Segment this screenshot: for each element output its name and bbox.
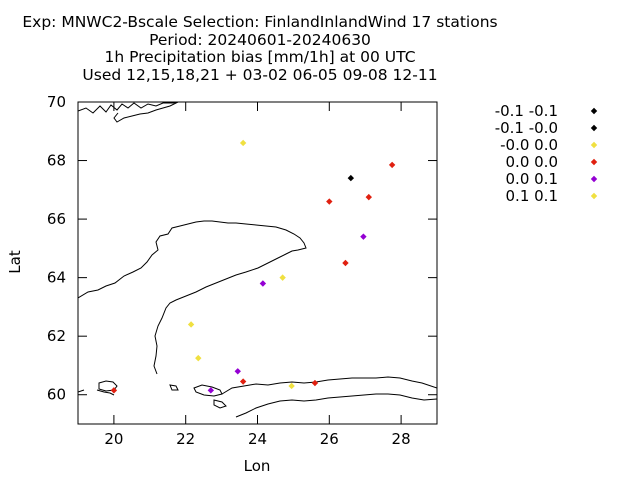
- x-tick-label-3: 26: [320, 430, 339, 448]
- title-line-1: Exp: MNWC2-Bscale Selection: FinlandInla…: [22, 13, 498, 31]
- point-s3-2: [326, 198, 333, 205]
- point-s3-5: [239, 378, 247, 385]
- legend: -0.1 -0.1-0.1 -0.0-0.0 0.00.0 0.00.0 0.1…: [495, 102, 598, 205]
- legend-label-2: -0.0 0.0: [500, 136, 558, 154]
- legend-label-4: 0.0 0.1: [506, 170, 558, 188]
- y-tick-label-0: 60: [47, 386, 66, 404]
- legend-label-0: -0.1 -0.1: [495, 102, 558, 120]
- point-s0-0: [347, 174, 355, 182]
- coastline-gulf-finland: [221, 376, 437, 395]
- coastline-bothnia: [78, 220, 307, 375]
- coastline-map: [78, 102, 437, 418]
- title-line-3: 1h Precipitation bias [mm/1h] at 00 UTC: [104, 48, 416, 66]
- y-axis-title: Lat: [6, 250, 24, 274]
- point-s3-1: [365, 193, 372, 201]
- coastline-arctic: [78, 102, 179, 114]
- point-s3-4: [110, 387, 118, 394]
- legend-marker-4: [590, 175, 598, 183]
- legend-marker-3: [590, 158, 598, 166]
- coastline-sweden: [78, 389, 85, 393]
- point-s2-3: [195, 354, 202, 362]
- legend-marker-5: [590, 192, 598, 200]
- point-s2-0: [239, 139, 247, 147]
- plot-frame: [77, 101, 438, 425]
- title-line-4: Used 12,15,18,21 + 03-02 06-05 09-08 12-…: [82, 65, 438, 84]
- coastline-archipelago-3: [213, 399, 227, 409]
- coastline-estonia: [235, 393, 437, 418]
- point-s2-1: [279, 274, 286, 281]
- point-s4-1: [259, 280, 267, 287]
- chart-title: Exp: MNWC2-Bscale Selection: FinlandInla…: [0, 13, 520, 84]
- x-tick-label-1: 22: [176, 430, 195, 448]
- y-tick-label-4: 68: [47, 152, 66, 170]
- x-tick-label-2: 24: [248, 430, 267, 448]
- legend-marker-1: [590, 124, 598, 132]
- y-tick-label-1: 62: [47, 327, 66, 345]
- legend-label-3: 0.0 0.0: [506, 153, 558, 171]
- point-s3-0: [388, 161, 396, 169]
- y-tick-label-3: 66: [47, 210, 66, 228]
- point-s4-2: [234, 368, 241, 375]
- point-s2-2: [187, 321, 195, 328]
- legend-label-1: -0.1 -0.0: [495, 119, 558, 137]
- title-line-2: Period: 20240601-20240630: [149, 30, 371, 49]
- coastline-archipelago-2: [193, 384, 223, 397]
- axis-ticks: [78, 101, 437, 424]
- x-axis-title: Lon: [244, 457, 271, 475]
- tick-labels: 20 22 24 26 28 60 62 64 66 68 70: [47, 93, 411, 448]
- coastline-aland: [98, 380, 118, 392]
- point-s4-0: [360, 233, 367, 240]
- y-tick-label-2: 64: [47, 269, 66, 287]
- point-s2-4: [288, 382, 295, 390]
- coastline-archipelago: [169, 384, 179, 391]
- coastline-arctic-2: [113, 102, 179, 123]
- point-s3-3: [342, 259, 349, 267]
- legend-marker-0: [590, 107, 598, 115]
- data-points: [110, 139, 396, 394]
- point-s4-3: [207, 387, 215, 394]
- point-s3-6: [311, 379, 319, 387]
- x-tick-label-0: 20: [104, 430, 123, 448]
- y-tick-label-5: 70: [47, 93, 66, 111]
- legend-label-5: 0.1 0.1: [506, 187, 558, 205]
- coastline-aland-2: [96, 389, 115, 396]
- x-tick-label-4: 28: [392, 430, 411, 448]
- legend-marker-2: [590, 141, 598, 149]
